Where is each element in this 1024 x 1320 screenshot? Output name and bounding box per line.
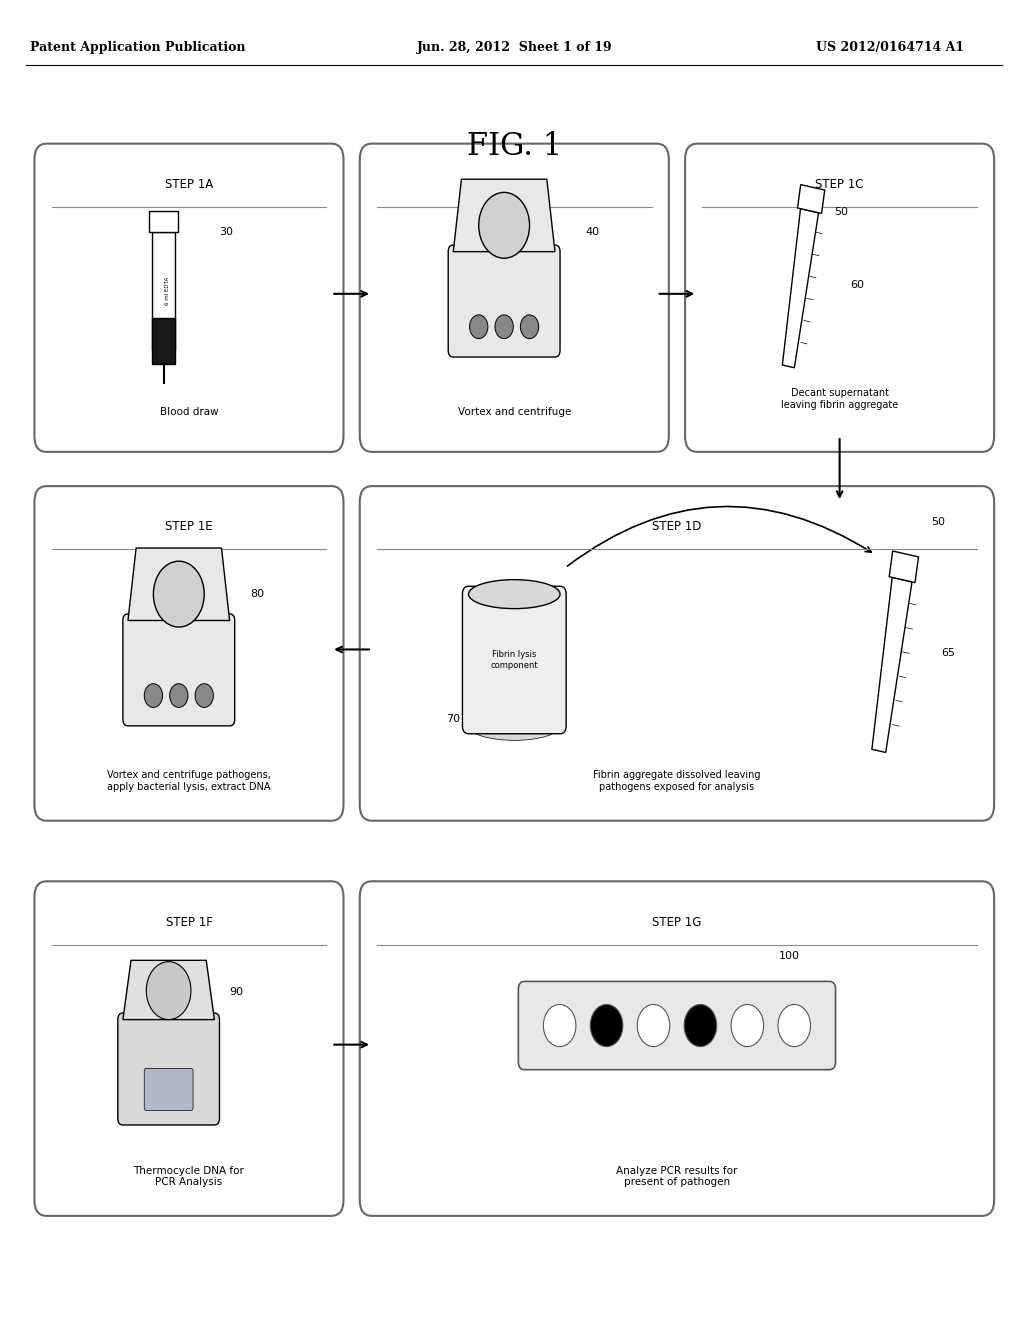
FancyBboxPatch shape xyxy=(123,614,234,726)
Text: Patent Application Publication: Patent Application Publication xyxy=(31,41,246,54)
Circle shape xyxy=(684,1005,717,1047)
Circle shape xyxy=(146,962,191,1019)
Polygon shape xyxy=(150,211,178,232)
Text: STEP 1F: STEP 1F xyxy=(166,916,212,929)
Ellipse shape xyxy=(470,315,487,339)
Text: STEP 1G: STEP 1G xyxy=(652,916,701,929)
Polygon shape xyxy=(128,548,229,620)
Text: Fibrin lysis
component: Fibrin lysis component xyxy=(490,651,538,669)
Ellipse shape xyxy=(469,711,560,741)
Ellipse shape xyxy=(144,684,163,708)
Circle shape xyxy=(154,561,204,627)
FancyBboxPatch shape xyxy=(118,1012,219,1125)
Text: 40: 40 xyxy=(586,227,600,236)
Circle shape xyxy=(637,1005,670,1047)
FancyBboxPatch shape xyxy=(685,144,994,451)
FancyBboxPatch shape xyxy=(35,882,343,1216)
Ellipse shape xyxy=(520,315,539,339)
FancyBboxPatch shape xyxy=(449,246,560,356)
Text: Analyze PCR results for
present of pathogen: Analyze PCR results for present of patho… xyxy=(616,1166,737,1187)
Text: STEP 1D: STEP 1D xyxy=(652,520,701,533)
Ellipse shape xyxy=(469,579,560,609)
Text: Vortex and centrifuge: Vortex and centrifuge xyxy=(458,408,571,417)
FancyBboxPatch shape xyxy=(35,144,343,451)
Polygon shape xyxy=(889,550,919,582)
Text: STEP 1A: STEP 1A xyxy=(165,178,213,191)
FancyBboxPatch shape xyxy=(144,1068,194,1110)
Text: 80: 80 xyxy=(250,589,264,599)
Text: US 2012/0164714 A1: US 2012/0164714 A1 xyxy=(816,41,965,54)
Text: 70: 70 xyxy=(446,714,461,725)
Circle shape xyxy=(590,1005,623,1047)
Text: FIG. 1: FIG. 1 xyxy=(467,131,562,162)
Ellipse shape xyxy=(495,315,513,339)
Polygon shape xyxy=(153,318,175,363)
Ellipse shape xyxy=(170,684,188,708)
FancyBboxPatch shape xyxy=(359,486,994,821)
FancyBboxPatch shape xyxy=(35,486,343,821)
FancyBboxPatch shape xyxy=(518,981,836,1069)
Circle shape xyxy=(731,1005,764,1047)
FancyBboxPatch shape xyxy=(359,882,994,1216)
Text: Vortex and centrifuge pathogens,
apply bacterial lysis, extract DNA: Vortex and centrifuge pathogens, apply b… xyxy=(108,771,271,792)
Text: 30: 30 xyxy=(219,227,233,236)
Text: STEP 1E: STEP 1E xyxy=(165,520,213,533)
Text: 100: 100 xyxy=(778,952,800,961)
Polygon shape xyxy=(798,185,824,214)
Text: Blood draw: Blood draw xyxy=(160,408,218,417)
Circle shape xyxy=(478,193,529,259)
Circle shape xyxy=(778,1005,811,1047)
Text: Jun. 28, 2012  Sheet 1 of 19: Jun. 28, 2012 Sheet 1 of 19 xyxy=(417,41,612,54)
Polygon shape xyxy=(123,961,214,1019)
Text: Fibrin aggregate dissolved leaving
pathogens exposed for analysis: Fibrin aggregate dissolved leaving patho… xyxy=(593,771,761,792)
Text: 6 ml EDTA: 6 ml EDTA xyxy=(165,277,170,305)
Text: Decant supernatant
leaving fibrin aggregate: Decant supernatant leaving fibrin aggreg… xyxy=(781,388,898,411)
FancyBboxPatch shape xyxy=(359,144,669,451)
Polygon shape xyxy=(454,180,555,252)
Text: 50: 50 xyxy=(835,207,849,218)
FancyBboxPatch shape xyxy=(463,586,566,734)
Polygon shape xyxy=(782,209,818,368)
Text: 90: 90 xyxy=(229,987,244,997)
Text: STEP 1B: STEP 1B xyxy=(490,178,539,191)
Polygon shape xyxy=(871,577,912,752)
Text: 65: 65 xyxy=(941,648,955,659)
Polygon shape xyxy=(153,232,175,350)
Text: 60: 60 xyxy=(850,280,864,289)
Text: 50: 50 xyxy=(931,516,945,527)
Ellipse shape xyxy=(195,684,213,708)
Text: Thermocycle DNA for
PCR Analysis: Thermocycle DNA for PCR Analysis xyxy=(133,1166,245,1187)
Circle shape xyxy=(544,1005,575,1047)
Text: STEP 1C: STEP 1C xyxy=(815,178,864,191)
